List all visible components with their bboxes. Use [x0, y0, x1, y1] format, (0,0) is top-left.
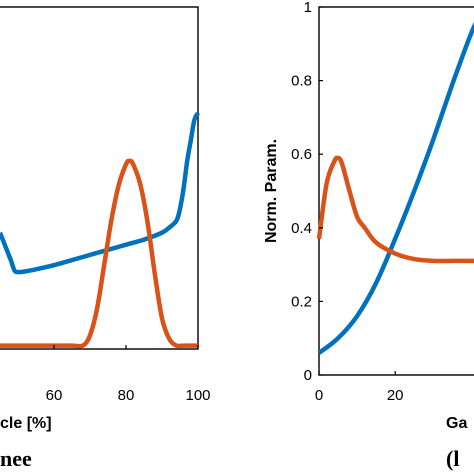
- right-x-axis-label: Ga: [446, 415, 467, 432]
- right-y-tick-label: 0.4: [291, 220, 312, 237]
- left-x-axis-label: cle [%]: [0, 415, 52, 432]
- right-y-axis-label: Norm. Param.: [263, 139, 280, 243]
- left-plot-frame: [0, 6, 199, 350]
- right-y-tick-label: 0.2: [291, 293, 312, 310]
- left-panel-caption: nee: [0, 446, 32, 471]
- right-series-line-orange: [316, 155, 474, 264]
- left-panel: 60 80 100 cle [%] nee: [0, 6, 211, 471]
- left-x-tick-label: 60: [46, 387, 63, 404]
- right-plot-frame: [318, 6, 474, 376]
- left-x-tick-label: 100: [185, 387, 210, 404]
- right-y-ticks: 0 0.2 0.4 0.6 0.8 1: [291, 0, 323, 384]
- right-panel: 0 20 0 0.2 0.4 0.6 0.8 1 Norm. Param. Ga (l: [263, 0, 474, 471]
- right-x-tick-label: 0: [315, 387, 323, 404]
- left-lines: [0, 111, 201, 349]
- left-x-tick-label: 80: [118, 387, 135, 404]
- left-series-line-orange: [0, 158, 198, 349]
- right-y-tick-label: 1: [304, 0, 312, 16]
- right-lines: [316, 21, 474, 355]
- right-y-tick-label: 0: [304, 367, 312, 384]
- right-y-tick-label: 0.8: [291, 73, 312, 90]
- right-x-tick-label: 20: [387, 387, 404, 404]
- right-panel-caption: (l: [446, 446, 459, 471]
- left-x-ticks: 60 80 100: [46, 345, 211, 404]
- right-y-tick-label: 0.6: [291, 146, 312, 163]
- left-series-line-blue: [0, 111, 201, 275]
- right-x-ticks: 0 20: [315, 371, 404, 404]
- right-series-line-blue: [317, 21, 474, 355]
